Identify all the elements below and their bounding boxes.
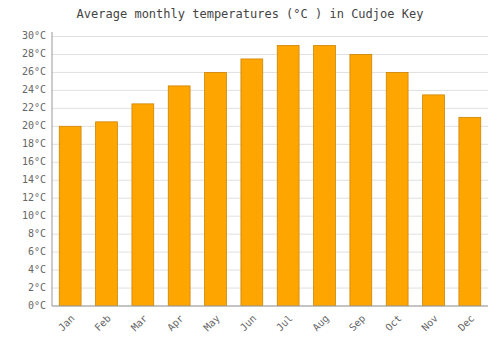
bar [168, 86, 190, 306]
x-axis-line [52, 306, 488, 307]
x-tick-label: Nov [419, 313, 440, 334]
y-tick-label: 12°C [22, 192, 46, 203]
bar [96, 122, 118, 306]
bar [205, 72, 227, 306]
grid-line [52, 72, 488, 73]
bar [423, 95, 445, 306]
x-tick-label: Aug [310, 313, 331, 334]
x-tick-label: Jan [56, 313, 77, 334]
chart-container: 0°C 2°C 4°C 6°C 8°C 10°C 12°C 14°C 16°C 18°C 20°C 2… [0, 0, 500, 350]
bar [241, 59, 263, 306]
y-tick-label: 20°C [22, 120, 46, 131]
bars [59, 45, 480, 306]
grid-line [52, 36, 488, 37]
y-tick-label: 18°C [22, 138, 46, 149]
grid-line [52, 54, 488, 55]
x-tick-label: Apr [165, 313, 186, 334]
y-tick-label: 6°C [28, 246, 46, 257]
y-tick-label: 14°C [22, 174, 46, 185]
x-tick-label: Dec [456, 313, 477, 334]
y-tick-label: 26°C [22, 66, 46, 77]
y-tick-labels: 0°C 2°C 4°C 6°C 8°C 10°C 12°C 14°C 16°C 18°C 20°C 2… [22, 30, 46, 311]
y-tick-label: 28°C [22, 48, 46, 59]
grid [52, 36, 488, 306]
bar [132, 104, 154, 306]
title: Average monthly temperatures (°C ) in Cu… [77, 7, 424, 21]
bar [314, 45, 336, 306]
grid-line [52, 306, 488, 307]
y-tick-label: 22°C [22, 102, 46, 113]
x-tick-label: Oct [383, 313, 404, 334]
bar [277, 45, 299, 306]
chart: 0°C 2°C 4°C 6°C 8°C 10°C 12°C 14°C 16°C 18°C 20°C 2… [0, 0, 500, 350]
bar [459, 117, 481, 306]
x-tick-label: Feb [92, 313, 113, 334]
y-tick-label: 2°C [28, 282, 46, 293]
x-tick-label: Mar [129, 313, 150, 334]
y-tick-label: 16°C [22, 156, 46, 167]
y-tick-label: 10°C [22, 210, 46, 221]
bar [59, 126, 81, 306]
y-tick-label: 30°C [22, 30, 46, 41]
y-tick-label: 24°C [22, 84, 46, 95]
bar [386, 72, 408, 306]
y-axis-line [52, 32, 53, 306]
y-tick-label: 8°C [28, 228, 46, 239]
x-tick-label: Jun [238, 313, 259, 334]
bar [350, 54, 372, 306]
y-tick-label: 0°C [28, 300, 46, 311]
grid-line [52, 90, 488, 91]
x-tick-label: May [201, 313, 222, 334]
x-tick-labels: Jan Feb Mar Apr May Jun Jul Aug Sep Oct Nov Dec [56, 313, 476, 334]
x-tick-label: Jul [274, 313, 295, 334]
x-tick-label: Sep [347, 313, 368, 334]
y-tick-label: 4°C [28, 264, 46, 275]
